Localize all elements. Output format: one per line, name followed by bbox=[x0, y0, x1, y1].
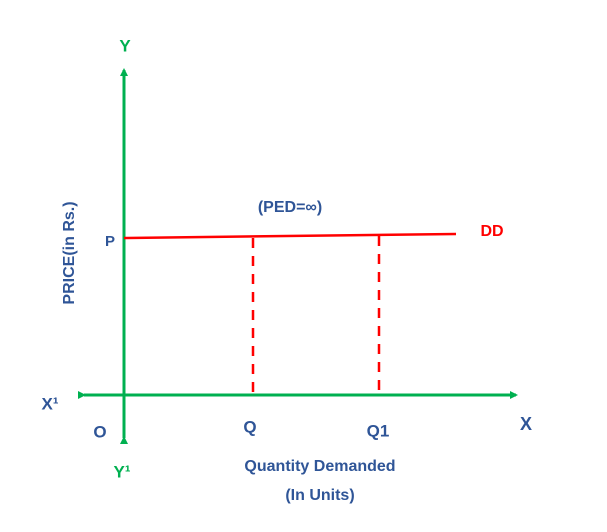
axis-label: X¹ bbox=[42, 394, 59, 413]
axis-label: Y bbox=[119, 36, 131, 55]
demand-curve bbox=[123, 232, 457, 240]
origin-label: O bbox=[93, 422, 106, 441]
price-label: P bbox=[105, 233, 115, 250]
quantity-label: Q1 bbox=[367, 421, 390, 440]
axis-label: Y¹ bbox=[114, 462, 131, 481]
y-axis-title: PRICE(in Rs.) bbox=[61, 201, 78, 304]
axis-label: X bbox=[520, 414, 532, 434]
quantity-label: Q bbox=[243, 417, 256, 436]
x-axis-title: (In Units) bbox=[285, 487, 354, 504]
elasticity-note: (PED=∞) bbox=[258, 199, 322, 216]
x-axis-title: Quantity Demanded bbox=[244, 458, 395, 475]
curve-label: DD bbox=[480, 223, 503, 240]
